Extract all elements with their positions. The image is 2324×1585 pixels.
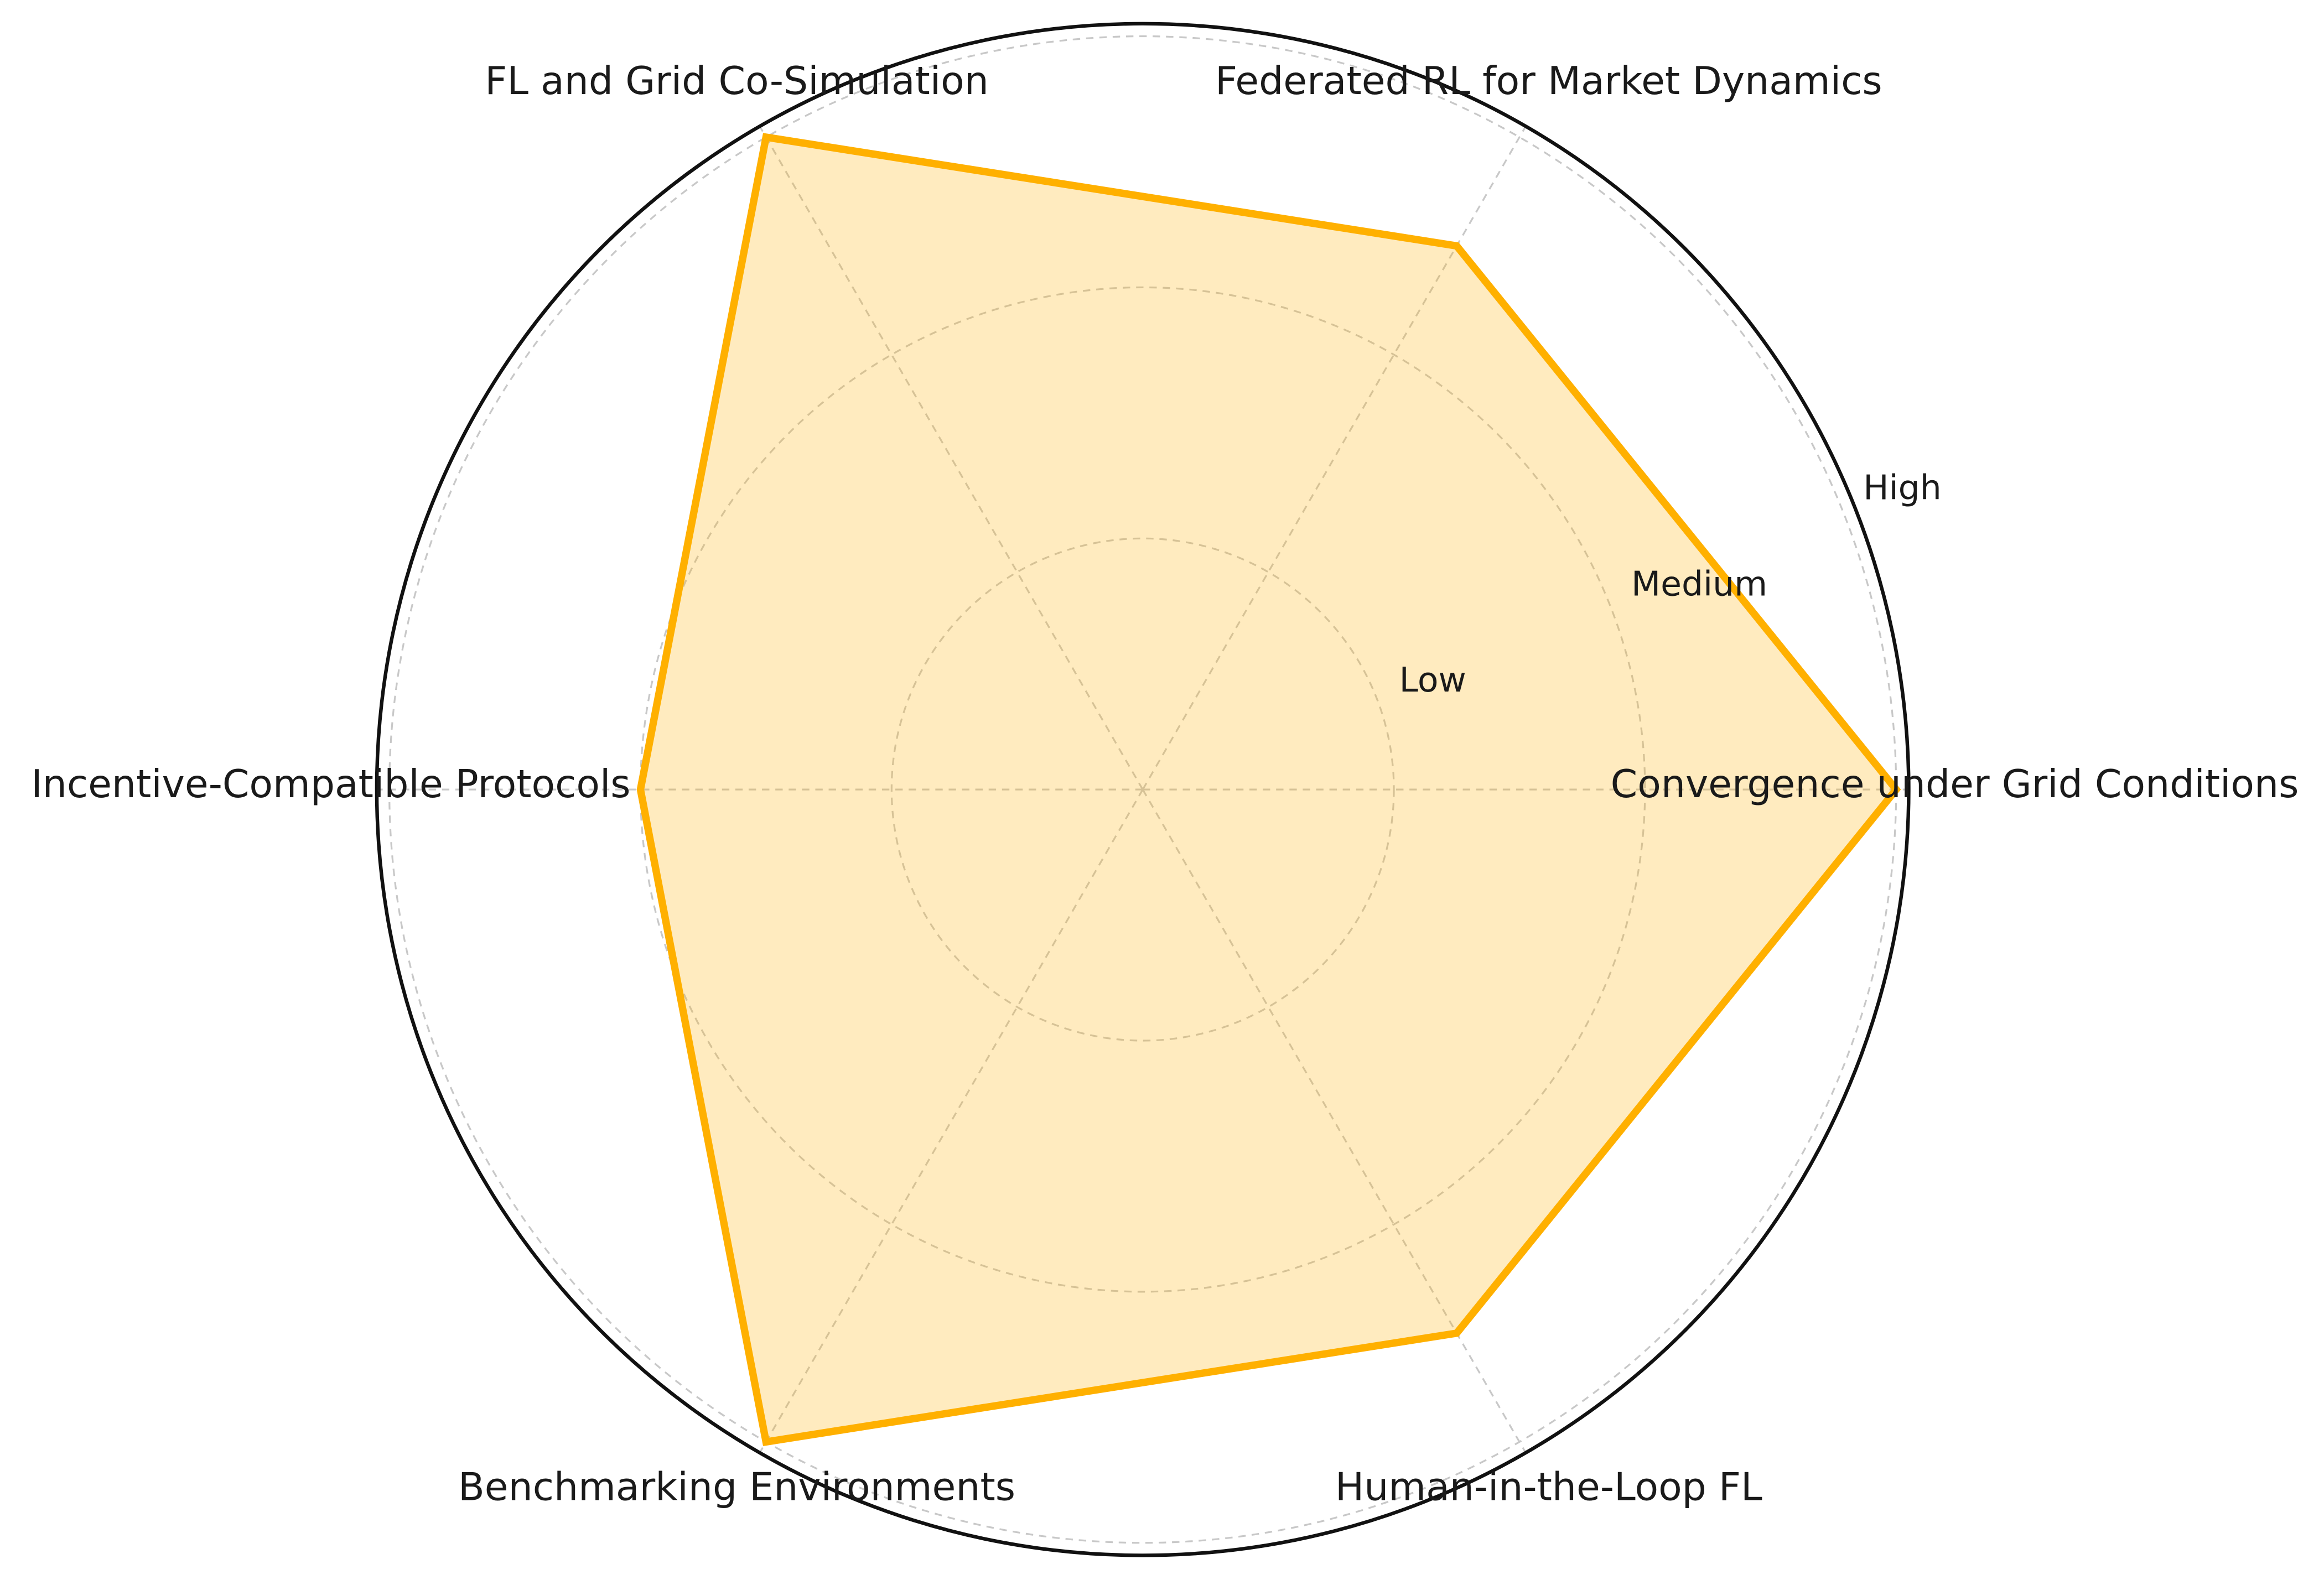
category-label: Convergence under Grid Conditions (1611, 762, 2299, 807)
grid-circle (890, 537, 1395, 1042)
outer-spine (375, 22, 1911, 1557)
radial-tick-label: Medium (1631, 564, 1767, 604)
category-label: Human-in-the-Loop FL (1335, 1465, 1762, 1510)
category-label: FL and Grid Co-Simulation (485, 59, 989, 103)
radial-tick-label: Low (1399, 660, 1466, 700)
category-label: Incentive-Compatible Protocols (31, 762, 630, 807)
category-label: Benchmarking Environments (458, 1465, 1015, 1510)
data-area (636, 133, 1901, 1446)
radial-tick-label: High (1863, 468, 1942, 508)
category-label: Federated RL for Market Dynamics (1215, 59, 1882, 103)
